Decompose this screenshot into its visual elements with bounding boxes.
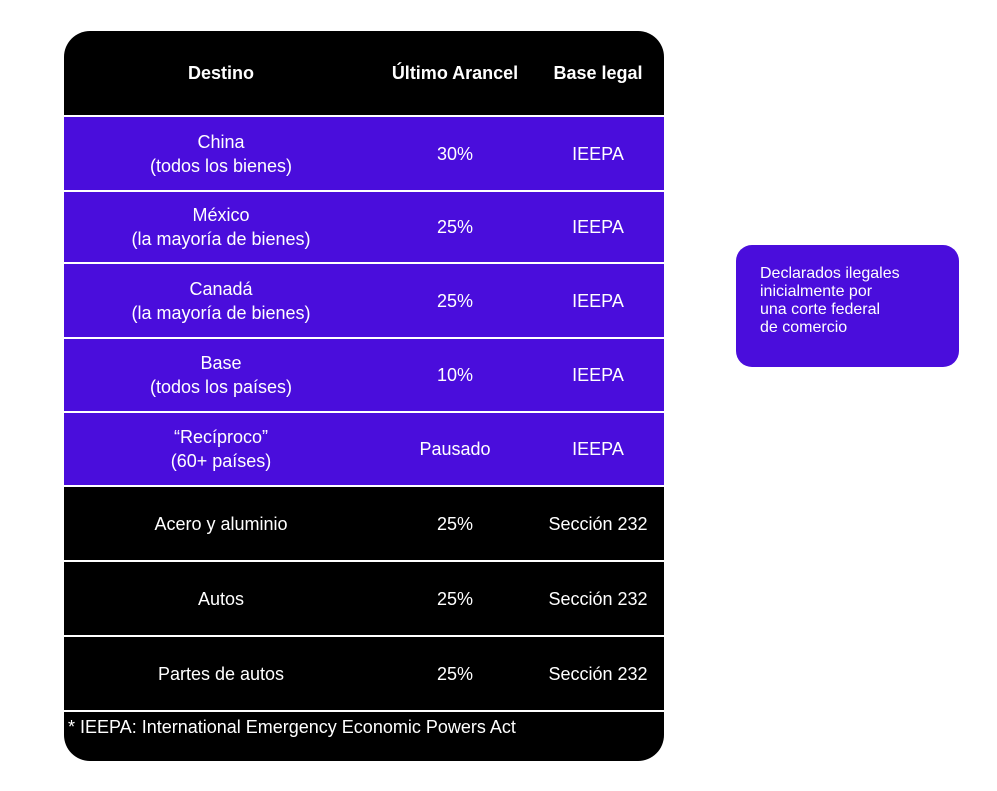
destination-cell: Autos bbox=[197, 588, 245, 609]
destination-name: México bbox=[192, 205, 250, 225]
destination-name: Canadá bbox=[189, 278, 253, 299]
row-divider bbox=[64, 190, 664, 192]
destination-cell: “Recíproco” (60+ países) bbox=[64, 413, 378, 485]
row-divider bbox=[64, 560, 664, 562]
destination-scope: (la mayoría de bienes) bbox=[131, 302, 311, 323]
tariff-cell: 25% bbox=[436, 217, 474, 237]
header-tariff: Último Arancel bbox=[391, 62, 519, 83]
destination-scope: (todos los países) bbox=[149, 377, 293, 397]
table-row: “Recíproco” (60+ países) Pausado IEEPA bbox=[64, 413, 664, 485]
tariff-table-card: Destino Último Arancel Base legal China … bbox=[64, 31, 664, 761]
tariff-cell: 25% bbox=[436, 513, 474, 534]
table-row: Autos 25% Sección 232 bbox=[64, 562, 664, 635]
destination-cell: Acero y aluminio bbox=[154, 513, 288, 534]
row-divider bbox=[64, 337, 664, 339]
footnote: * IEEPA: International Emergency Economi… bbox=[68, 716, 516, 737]
table-row: Base (todos los países) 10% IEEPA bbox=[64, 339, 664, 411]
row-divider bbox=[64, 485, 664, 487]
callout-note: Declarados ilegales inicialmente por una… bbox=[736, 245, 959, 367]
tariff-cell: 25% bbox=[436, 663, 474, 684]
destination-scope: (la mayoría de bienes) bbox=[131, 229, 311, 249]
destination-scope: (todos los bienes) bbox=[149, 155, 293, 176]
legal-basis-cell: Sección 232 bbox=[548, 663, 648, 684]
destination-cell: Base (todos los países) bbox=[64, 339, 378, 411]
destination-cell: China (todos los bienes) bbox=[64, 117, 378, 190]
header-destination: Destino bbox=[187, 62, 254, 83]
tariff-cell: 25% bbox=[436, 290, 474, 311]
table-row: China (todos los bienes) 30% IEEPA bbox=[64, 117, 664, 190]
legal-basis-cell: IEEPA bbox=[572, 439, 624, 459]
legal-basis-cell: IEEPA bbox=[572, 365, 624, 385]
destination-name: China bbox=[197, 131, 245, 152]
destination-name: Base bbox=[200, 353, 242, 373]
table-row: Canadá (la mayoría de bienes) 25% IEEPA bbox=[64, 264, 664, 337]
header-legal-basis: Base legal bbox=[553, 62, 643, 83]
destination-cell: México (la mayoría de bienes) bbox=[64, 192, 378, 262]
legal-basis-cell: IEEPA bbox=[572, 290, 624, 311]
row-divider bbox=[64, 115, 664, 117]
destination-cell: Canadá (la mayoría de bienes) bbox=[64, 264, 378, 337]
table-header: Destino Último Arancel Base legal bbox=[64, 31, 664, 115]
tariff-cell: 25% bbox=[436, 588, 474, 609]
destination-name: “Recíproco” bbox=[173, 427, 269, 447]
callout-line: de comercio bbox=[760, 319, 848, 336]
callout-line: inicialmente por bbox=[760, 283, 873, 300]
row-divider bbox=[64, 710, 664, 712]
row-divider bbox=[64, 262, 664, 264]
callout-line: una corte federal bbox=[760, 301, 881, 318]
row-divider bbox=[64, 411, 664, 413]
tariff-cell: 10% bbox=[436, 365, 474, 385]
table-row: Acero y aluminio 25% Sección 232 bbox=[64, 487, 664, 560]
tariff-cell: Pausado bbox=[419, 439, 491, 459]
tariff-cell: 30% bbox=[436, 143, 474, 164]
row-divider bbox=[64, 635, 664, 637]
destination-scope: (60+ países) bbox=[170, 451, 272, 471]
destination-cell: Partes de autos bbox=[157, 663, 285, 684]
legal-basis-cell: Sección 232 bbox=[548, 513, 648, 534]
legal-basis-cell: Sección 232 bbox=[548, 588, 648, 609]
callout-line: Declarados ilegales bbox=[760, 265, 900, 282]
legal-basis-cell: IEEPA bbox=[572, 143, 624, 164]
table-row: México (la mayoría de bienes) 25% IEEPA bbox=[64, 192, 664, 262]
table-row: Partes de autos 25% Sección 232 bbox=[64, 637, 664, 710]
legal-basis-cell: IEEPA bbox=[572, 217, 624, 237]
